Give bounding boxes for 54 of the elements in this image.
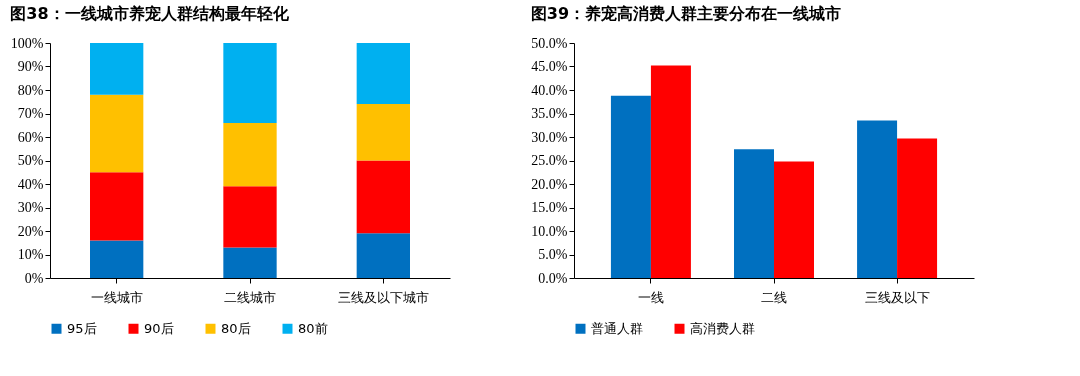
y-tick-label: 10% <box>17 247 44 262</box>
bar <box>223 43 277 123</box>
x-tick-label: 三线及以下 <box>864 289 930 305</box>
y-tick-label: 35.0% <box>531 106 568 121</box>
y-tick-label: 50.0% <box>531 35 568 51</box>
bar <box>90 240 144 278</box>
y-tick-label: 25.0% <box>531 153 568 168</box>
bar <box>223 122 277 187</box>
bar <box>610 95 651 278</box>
x-tick-label: 三线及以下城市 <box>337 289 429 305</box>
y-tick-label: 5.0% <box>538 247 568 262</box>
bar <box>356 104 410 161</box>
chart-title: 图38：一线城市养宠人群结构最年轻化 <box>10 4 290 23</box>
bar <box>223 186 277 248</box>
y-tick-label: 30.0% <box>531 129 568 145</box>
bar <box>356 160 410 234</box>
y-tick-label: 15.0% <box>531 200 568 215</box>
y-tick-label: 70% <box>17 106 44 121</box>
y-tick-label: 20% <box>17 223 44 239</box>
bar <box>650 65 691 278</box>
bar <box>774 161 814 278</box>
y-tick-label: 30% <box>17 200 44 215</box>
bar <box>356 233 410 278</box>
y-tick-label: 45.0% <box>531 59 568 74</box>
legend-label: 高消费人群 <box>690 320 755 336</box>
x-tick-label: 二线 <box>761 289 787 305</box>
bar <box>90 94 144 173</box>
legend-label: 80后 <box>221 320 251 336</box>
legend-label: 90后 <box>144 320 174 336</box>
bar <box>90 172 144 241</box>
y-tick-label: 100% <box>10 35 44 51</box>
legend-label: 95后 <box>67 320 97 336</box>
y-tick-label: 50% <box>17 153 44 168</box>
y-tick-label: 40.0% <box>531 82 568 98</box>
bar <box>734 149 774 278</box>
y-tick-label: 20.0% <box>531 176 568 192</box>
y-tick-label: 40% <box>17 176 44 192</box>
y-tick-label: 90% <box>17 59 44 74</box>
y-tick-label: 60% <box>17 129 44 145</box>
bar <box>223 247 277 278</box>
x-tick-label: 二线城市 <box>224 289 276 305</box>
x-tick-label: 一线城市 <box>90 289 143 305</box>
x-tick-label: 一线 <box>637 289 664 305</box>
y-tick-label: 0% <box>24 270 44 286</box>
bar <box>356 43 410 105</box>
legend-label: 80前 <box>298 320 328 336</box>
y-tick-label: 0.0% <box>538 270 568 286</box>
y-tick-label: 10.0% <box>531 223 568 239</box>
legend-label: 普通人群 <box>591 320 643 336</box>
chart-title: 图39：养宠高消费人群主要分布在一线城市 <box>530 4 842 23</box>
bar <box>897 138 938 278</box>
bar <box>857 120 898 278</box>
bar <box>90 43 144 95</box>
y-tick-label: 80% <box>17 82 44 98</box>
